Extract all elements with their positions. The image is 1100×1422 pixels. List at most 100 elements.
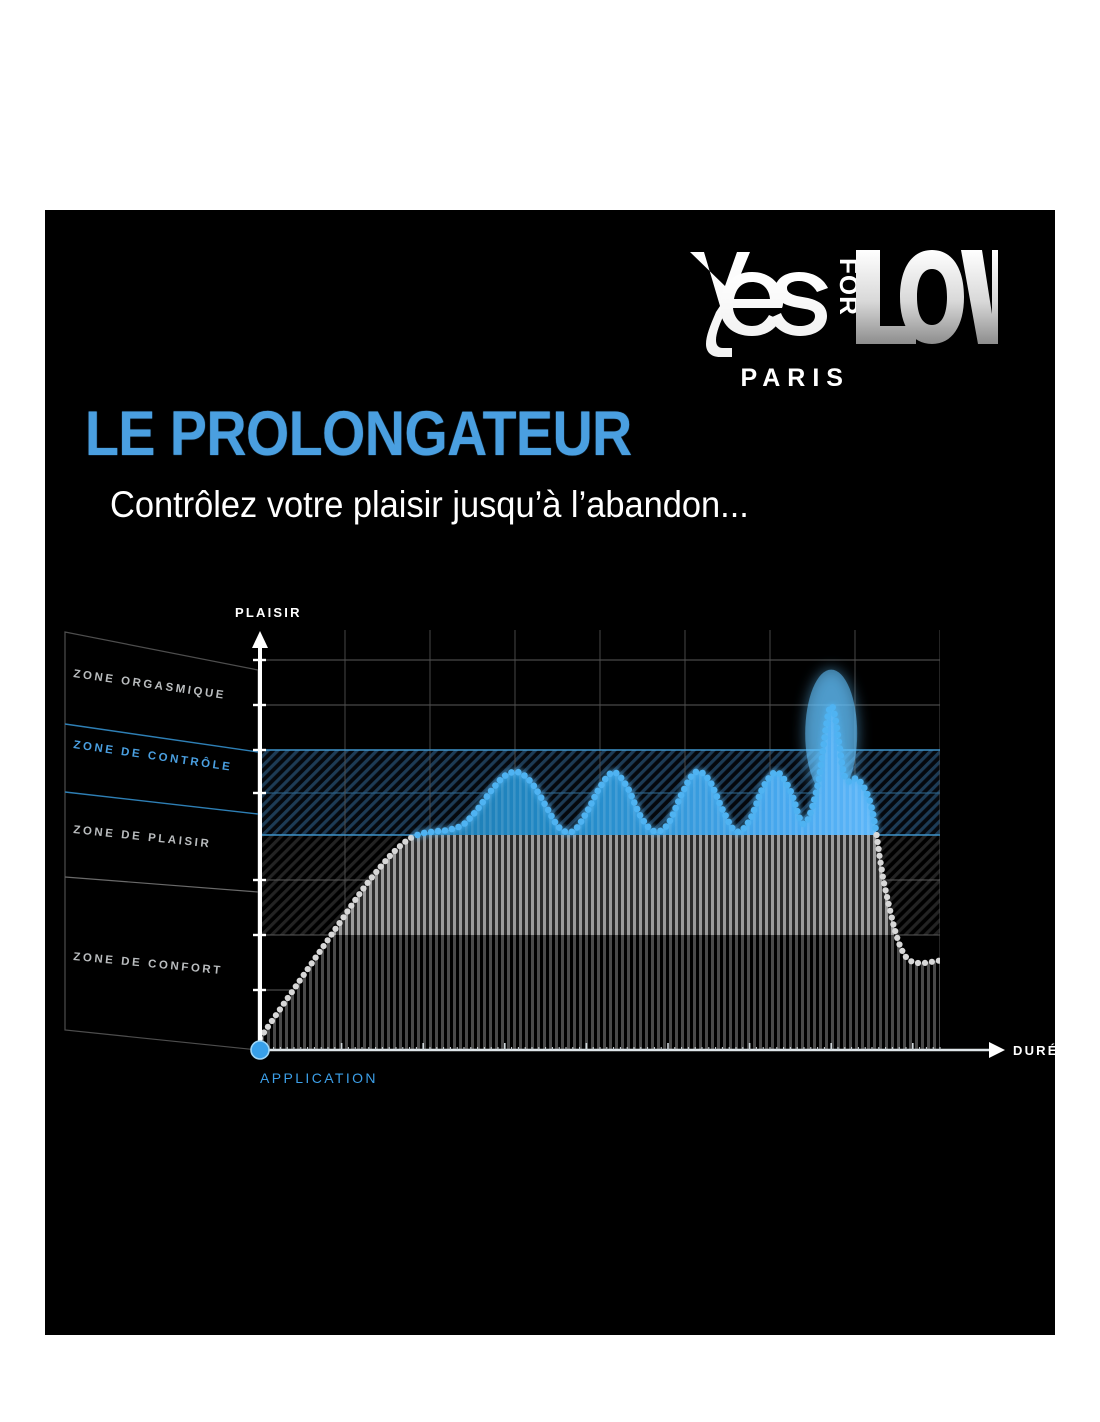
curve-dot (434, 827, 442, 835)
curve-dot (633, 805, 641, 813)
curve-dot (845, 778, 853, 785)
curve-dot (284, 994, 291, 1002)
curve-dot (758, 787, 765, 794)
curve-dot (820, 741, 827, 748)
curve-dot (475, 804, 482, 812)
curve-dot (794, 807, 801, 815)
curve-dot (320, 943, 327, 950)
curve-dot (448, 825, 456, 833)
curve-dot (882, 887, 889, 894)
curve-dot (892, 928, 899, 935)
curve-dot (935, 957, 940, 964)
curve-dot (487, 787, 495, 795)
curve-dot (829, 704, 836, 711)
logo-lov (856, 250, 998, 344)
x-axis-arrow (989, 1042, 1005, 1058)
curve-dot (669, 811, 677, 818)
curve-dot (391, 847, 398, 855)
application-label: APPLICATION (260, 1070, 378, 1086)
curve-dot (657, 827, 664, 835)
curve-dot (831, 710, 838, 718)
logo-city: PARIS (740, 364, 850, 392)
curve-dot (824, 713, 831, 720)
curve-dot (838, 759, 846, 766)
curve-dot (857, 778, 864, 786)
curve-dot (584, 806, 592, 813)
y-axis-label: PLAISIR (235, 605, 302, 620)
curve-dot (461, 820, 468, 827)
curve-dot (414, 831, 421, 839)
poster-panel: FOR PARIS LE PROLONGATEUR Contrôlez votr… (45, 210, 1055, 1335)
curve-dot (681, 785, 688, 793)
curve-dot (386, 852, 393, 860)
curve-dot (526, 777, 533, 784)
curve-dot (515, 768, 522, 776)
curve-dot (548, 812, 555, 820)
curve-dot (821, 734, 828, 741)
curve-dot (809, 802, 816, 810)
curve-dot (662, 823, 670, 830)
curve-dot (631, 799, 638, 806)
curve-dot (869, 811, 877, 818)
curve-dot (408, 834, 415, 841)
curve-dot (636, 812, 644, 819)
curve-dot (470, 810, 478, 817)
curve-dot (628, 792, 635, 800)
curve-dot (537, 794, 545, 801)
curve-dot (621, 780, 629, 787)
curve-dot (812, 789, 820, 796)
curve-dot (581, 812, 588, 819)
curve-dot (598, 781, 605, 789)
curve-dot (666, 817, 674, 825)
curve-dot (884, 894, 891, 901)
curve-dot (836, 745, 844, 752)
curve-dot (878, 866, 885, 873)
curve-dot (280, 1000, 287, 1007)
curve-dot (839, 766, 847, 773)
curve-dot (396, 843, 403, 850)
curve-dot (748, 813, 755, 820)
curve-dot (328, 931, 335, 938)
brand-logo: FOR PARIS (680, 240, 1000, 392)
curve-dot (555, 824, 563, 831)
curve-dot (750, 806, 758, 814)
curve-dot (427, 828, 435, 836)
curve-dot (885, 900, 892, 907)
curve-dot (530, 782, 538, 790)
curve-dot (577, 818, 585, 825)
curve-dot (761, 781, 768, 788)
y-axis-ticks (253, 658, 266, 992)
curve-dot (573, 824, 581, 831)
curve-dot (776, 770, 783, 777)
curve-dot (288, 989, 295, 996)
curve-dot (811, 796, 818, 803)
curve-dot (348, 902, 355, 909)
curve-dot (501, 772, 509, 779)
curve-dot (260, 1029, 268, 1036)
curve-dot (308, 960, 315, 967)
axes: PLAISIR DURÉE APPLICATION (235, 605, 1055, 1086)
curve-dot (877, 859, 884, 866)
curve-dot (899, 947, 906, 954)
curve-dot (312, 954, 319, 961)
curve-dot (420, 829, 428, 837)
curve-dot (296, 977, 303, 984)
curve-dot (521, 772, 528, 779)
curve-dot (588, 800, 595, 807)
page-title: LE PROLONGATEUR (85, 399, 632, 469)
curve-dot (492, 782, 499, 789)
curve-dot (894, 934, 901, 941)
curve-dot (713, 793, 721, 800)
curve-dot (866, 797, 873, 804)
curve-dot (479, 798, 487, 806)
zone-divider-controle (64, 791, 259, 815)
curve-dot (902, 953, 910, 960)
curve-dot (561, 828, 569, 835)
curve-dot (377, 863, 384, 870)
curve-dot (675, 798, 682, 805)
curve-dot (784, 781, 791, 789)
curve-dot (692, 768, 700, 776)
curve-dot (874, 838, 881, 846)
curve-dot (868, 804, 875, 811)
curve-dot (272, 1012, 279, 1019)
